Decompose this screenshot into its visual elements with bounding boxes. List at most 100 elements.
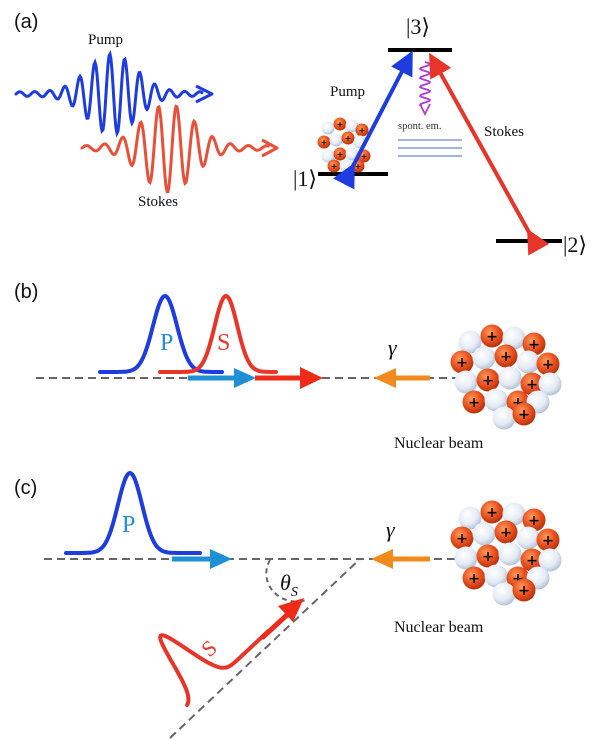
proton [536,352,560,376]
pulse-p-label: P [160,330,173,356]
stokes-transition-label: Stokes [484,124,524,140]
panel-c-label: (c) [14,477,37,499]
pump-wave [14,49,204,138]
stokes-wave-arrowhead [261,138,279,158]
neutron [516,526,540,550]
panel-b-label: (b) [14,281,38,303]
proton-charge-icon: + [526,553,538,569]
proton [476,544,500,568]
proton-charge-icon: + [518,407,530,423]
neutron [498,542,522,566]
pulse-p-label: P [122,512,135,538]
neutron [484,564,508,588]
pump-pulse-p [64,470,202,555]
pump-wave-arrowhead [195,84,214,104]
proton-charge-icon: + [486,505,498,521]
proton-charge-icon: + [456,531,468,547]
proton [462,390,486,414]
proton [520,548,544,572]
proton [512,578,536,602]
gamma-arrowhead [371,549,393,569]
proton-charge-icon: + [528,513,540,529]
proton-charge-icon: + [500,349,512,365]
stokes-wave [80,104,270,193]
neutron [516,350,540,374]
neutron [321,149,335,163]
panel-b: (b) P S γ + ++ + ++ ++ ++ Nuclear beam [14,281,562,452]
nucleus-c: + ++ + ++ ++ ++ [450,500,562,606]
panel-a: (a) Pump Stokes |1⟩ |3⟩ |2⟩ spont. em. +… [14,11,587,257]
spontaneous-emission-label: spont. em. [398,121,441,132]
stokes-direction-arrowhead [300,367,323,389]
nuclear-beam-label: Nuclear beam [394,435,484,452]
proton-charge-icon: + [331,161,338,171]
panel-a-label: (a) [14,11,38,33]
neutron [492,582,516,606]
neutron [538,372,562,396]
level-3-ket: |3⟩ [406,14,430,39]
level-2-ket: |2⟩ [563,232,587,257]
stokes-direction-arrowhead [278,598,304,622]
proton-charge-icon: + [359,125,366,135]
gamma-label: γ [388,335,398,360]
proton [480,500,504,524]
nuclear-beam-label: Nuclear beam [394,619,484,636]
neutron [458,330,482,354]
proton [480,324,504,348]
gamma-arrowhead [374,368,396,388]
stokes-pulse-label: Stokes [138,194,178,210]
proton-charge-icon: + [482,549,494,565]
proton-charge-icon: + [468,571,480,587]
neutron [454,370,478,394]
stokes-direction-arrow [260,612,290,640]
neutron [498,366,522,390]
proton-charge-icon: + [486,329,498,345]
proton [512,402,536,426]
proton [462,566,486,590]
nucleus-b: + ++ + ++ ++ ++ [450,324,562,430]
pump-direction-arrowhead [210,549,232,569]
proton-charge-icon: + [456,355,468,371]
proton-charge-icon: + [526,377,538,393]
proton-charge-icon: + [337,119,344,129]
neutron [339,159,353,173]
proton-charge-icon: + [337,149,344,159]
proton [476,368,500,392]
proton [317,135,331,149]
neutron [321,121,335,135]
neutron [472,522,496,546]
pump-pulse-label: Pump [88,32,123,48]
proton-charge-icon: + [482,373,494,389]
spontaneous-emission-arrowhead [419,103,431,117]
neutron [458,506,482,530]
pump-transition-arrow [333,50,413,190]
stokes-pulse-s [158,293,278,374]
spontaneous-emission-wave [418,61,432,107]
pump-pulse-p [98,293,224,374]
proton-charge-icon: + [528,337,540,353]
proton-charge-icon: + [518,583,530,599]
neutron [492,406,516,430]
panel-c: (c) P θS S γ + ++ + ++ ++ ++ Nuclear beam [14,470,562,739]
proton [536,528,560,552]
proton-charge-icon: + [321,137,328,147]
proton-charge-icon: + [500,525,512,541]
neutron [329,133,343,147]
proton-charge-icon: + [542,357,554,373]
proton [520,372,544,396]
proton [522,332,546,356]
proton [522,508,546,532]
neutron [472,346,496,370]
neutron [538,548,562,572]
proton-charge-icon: + [345,133,352,143]
neutron [502,326,526,350]
stokes-incidence-axis [169,558,361,739]
stokes-pulse-s [158,629,271,708]
pump-transition-label: Pump [330,84,365,100]
stokes-transition-arrow [429,52,550,256]
neutron [502,502,526,526]
proton-charge-icon: + [542,533,554,549]
proton [494,344,518,368]
proton [450,526,474,550]
